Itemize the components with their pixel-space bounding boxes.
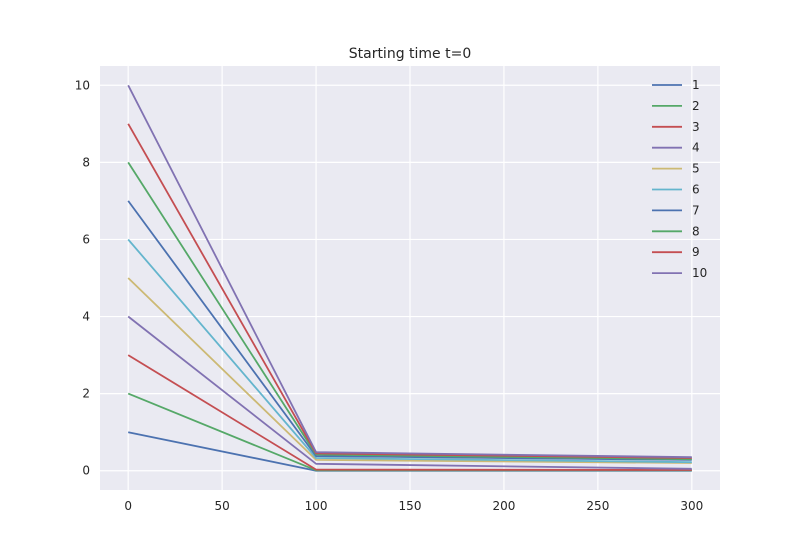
series-line-8 (127, 161, 692, 461)
grid (100, 66, 720, 490)
y-tick-label: 6 (82, 232, 90, 246)
y-tick-label: 0 (82, 464, 90, 478)
y-tick-label: 10 (75, 78, 90, 92)
series-line-5 (127, 277, 692, 464)
y-tick-label: 8 (82, 155, 90, 169)
y-tick-label: 4 (82, 310, 90, 324)
series-line-7 (127, 200, 692, 461)
legend-label-5: 5 (692, 162, 700, 176)
legend-label-3: 3 (692, 120, 700, 134)
legend-label-6: 6 (692, 183, 700, 197)
series-line-10 (127, 84, 692, 459)
x-tick-label: 50 (214, 499, 229, 513)
legend-label-4: 4 (692, 141, 700, 155)
x-axis: 0 50 100 150 200 250 300 (124, 499, 703, 513)
series-layer (127, 84, 692, 472)
series-line-9 (127, 123, 692, 459)
legend-label-10: 10 (692, 266, 707, 280)
legend-label-8: 8 (692, 224, 700, 238)
y-axis: 0 2 4 6 8 10 (75, 78, 90, 477)
series-line-3 (127, 354, 692, 471)
legend-label-9: 9 (692, 245, 700, 259)
x-tick-label: 100 (305, 499, 328, 513)
x-tick-label: 250 (586, 499, 609, 513)
x-tick-label: 300 (680, 499, 703, 513)
chart-title: Starting time t=0 (349, 46, 472, 62)
x-tick-label: 200 (492, 499, 515, 513)
legend-label-7: 7 (692, 203, 700, 217)
legend-label-1: 1 (692, 78, 700, 92)
x-tick-label: 0 (124, 499, 132, 513)
legend: 1 2 3 4 5 6 7 8 9 10 (652, 78, 707, 280)
series-line-6 (127, 238, 692, 464)
legend-label-2: 2 (692, 99, 700, 113)
x-tick-label: 150 (399, 499, 422, 513)
y-tick-label: 2 (82, 387, 90, 401)
series-line-4 (127, 315, 692, 470)
